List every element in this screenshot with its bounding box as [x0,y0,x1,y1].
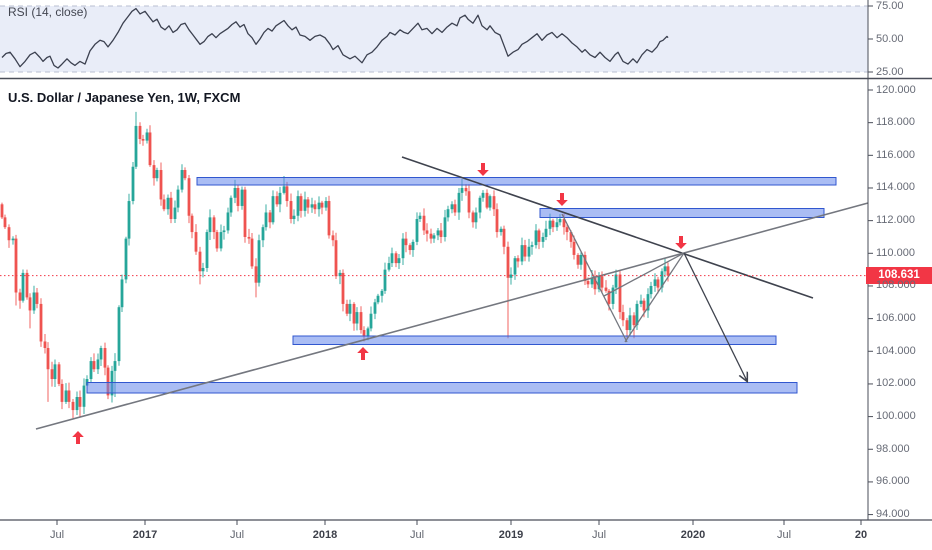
price-axis-label: 108.000 [876,279,916,292]
price-axis-label: 110.000 [876,246,915,259]
time-axis-label: 2018 [312,529,338,541]
demand-zone-105[interactable] [292,335,777,345]
descending-trendline[interactable] [401,156,814,299]
trendlines-layer [35,156,869,430]
wedge-lower-line-2[interactable] [624,252,685,343]
zones-layer [86,177,837,394]
rsi-axis-label: 25.00 [876,65,904,78]
wedge-upper-line[interactable] [561,213,628,343]
price-axis-label: 114.000 [876,181,915,194]
rsi-pane[interactable] [0,5,868,73]
supply-zone-114[interactable] [196,177,837,186]
time-axis-label: 20 [854,529,868,541]
rsi-axis-label: 75.00 [876,0,904,12]
time-axis-label: Jul [776,529,792,541]
price-axis-label: 116.000 [876,148,915,161]
price-axis-label: 102.000 [876,377,916,390]
ascending-trendline[interactable] [35,202,869,430]
price-axis-label: 118.000 [876,116,915,129]
price-axis-label: 112.000 [876,214,915,227]
time-axis-label: 2017 [132,529,158,541]
rsi-line[interactable] [1,7,669,69]
supply-zone-112[interactable] [539,208,825,218]
wedge-lower-line-1[interactable] [603,252,685,297]
price-axis-label: 106.000 [876,312,916,325]
price-axis-label: 100.000 [876,410,916,423]
sell-arrow-2019-top[interactable] [556,193,568,206]
candles-layer[interactable] [0,111,670,419]
time-axis-label: 2020 [680,529,706,541]
time-axis-label: Jul [409,529,425,541]
rsi-axis-label: 50.00 [876,32,904,45]
price-axis-label: 96.000 [876,475,910,488]
time-axis-label: 2019 [498,529,524,541]
time-axis-label: Jul [591,529,607,541]
arrows-layer [72,163,687,444]
time-axis-label: Jul [229,529,245,541]
sell-arrow-apex[interactable] [675,236,687,249]
buy-arrow-2018-low[interactable] [357,347,369,360]
price-axis-label: 94.000 [876,508,910,521]
price-axis-label: 120.000 [876,83,916,96]
time-axis-label: Jul [49,529,65,541]
sell-arrow-2018-top[interactable] [477,163,489,176]
price-axis-label: 104.000 [876,344,916,357]
demand-zone-102[interactable] [86,382,798,394]
projection-arrow-line[interactable] [683,252,747,381]
price-axis-label: 98.000 [876,442,910,455]
last-price-badge: 108.631 [866,267,932,284]
buy-arrow-2016-low[interactable] [72,431,84,444]
